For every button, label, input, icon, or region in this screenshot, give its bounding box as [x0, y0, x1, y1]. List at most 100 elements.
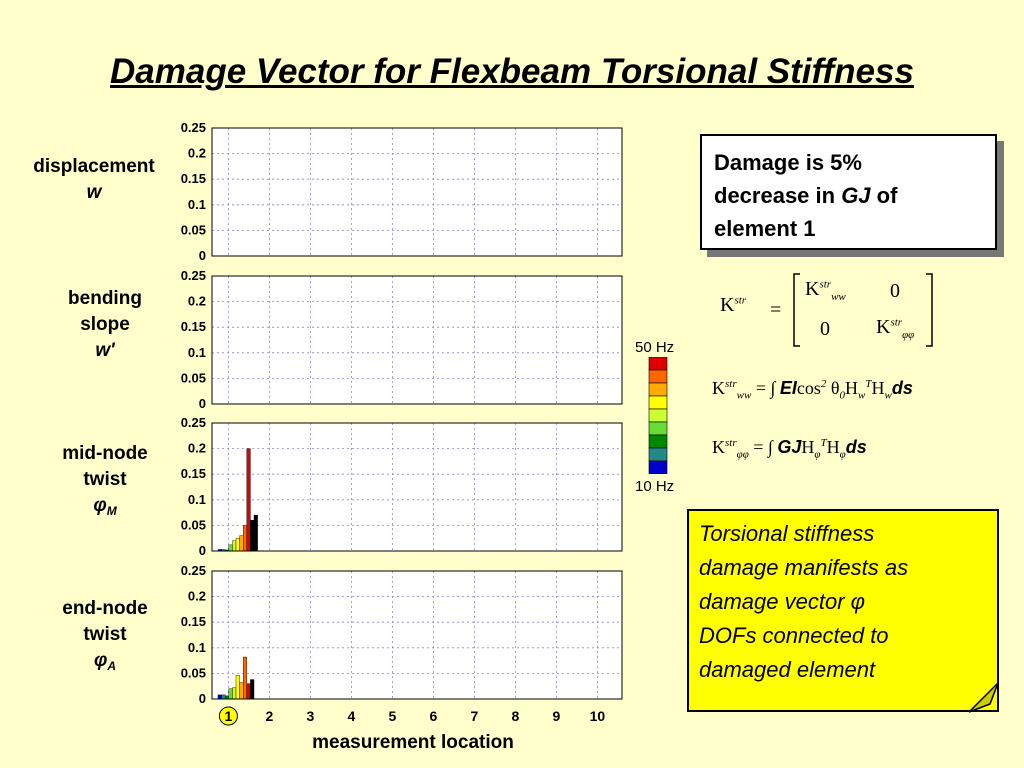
legend-bottom-label: 10 Hz — [635, 478, 675, 495]
panel-background — [212, 571, 622, 699]
x-tick-label: 6 — [430, 708, 438, 724]
row-label-subscript: M — [106, 504, 117, 518]
y-tick-label: 0 — [199, 691, 206, 706]
y-tick-label: 0.15 — [181, 171, 206, 186]
data-bar — [232, 540, 237, 552]
data-bar — [246, 683, 251, 700]
x-tick-label: 10 — [590, 708, 606, 724]
y-tick-label: 0.25 — [181, 268, 206, 283]
slide-title: Damage Vector for Flexbeam Torsional Sti… — [110, 52, 914, 91]
note-line: damage vector φ — [699, 589, 865, 614]
row-label-subscript: A — [107, 659, 117, 673]
x-tick-label: 8 — [512, 708, 520, 724]
y-tick-label: 0 — [199, 396, 206, 411]
y-tick-label: 0.2 — [188, 146, 206, 161]
note-folded-corner — [968, 682, 999, 713]
frequency-legend — [648, 357, 668, 474]
y-tick-label: 0.1 — [188, 345, 206, 360]
note-line: damage manifests as — [699, 555, 909, 580]
row-label-line2: slope — [80, 314, 130, 335]
row-label-line2: twist — [83, 624, 127, 645]
y-tick-label: 0.2 — [188, 589, 206, 604]
k-phiphi-entry: Kstrφφ — [876, 316, 915, 341]
info-line2a: decrease in — [714, 183, 842, 208]
note-line: damaged element — [699, 657, 876, 682]
y-tick-label: 0.1 — [188, 197, 206, 212]
k-ww-entry: Kstrww — [805, 278, 846, 303]
row-label-bending-slope: bending slope w' — [30, 286, 180, 364]
y-tick-label: 0.05 — [181, 222, 206, 237]
data-bar — [217, 694, 222, 700]
x-tick-label: 7 — [471, 708, 479, 724]
y-tick-label: 0.05 — [181, 370, 206, 385]
y-tick-label: 0.15 — [181, 614, 206, 629]
row-label-symbol: w' — [95, 340, 115, 361]
data-bar — [235, 675, 240, 700]
panel-frame — [211, 422, 623, 552]
y-tick-label: 0.2 — [188, 294, 206, 309]
panel-background — [212, 276, 622, 404]
y-tick-label: 0.25 — [181, 415, 206, 430]
equals-sign: = — [770, 299, 782, 321]
kphiphi-integral-equation: Kstrφφ = ∫ GJHφTHφds — [712, 437, 867, 461]
info-line3: element 1 — [714, 216, 816, 241]
row-label-mid-node-twist: mid-node twist φM — [30, 441, 180, 524]
data-bar — [239, 682, 244, 700]
y-tick-label: 0.05 — [181, 517, 206, 532]
panel-frame — [211, 127, 623, 257]
x-tick-label: 2 — [266, 708, 274, 724]
data-bar — [246, 448, 251, 552]
panel-background — [212, 128, 622, 256]
matrix-zero-top: 0 — [890, 280, 900, 302]
data-bar — [228, 688, 233, 700]
x-tick-label: 4 — [348, 708, 356, 724]
data-bar — [228, 544, 233, 552]
data-bar — [250, 679, 255, 700]
note-line: Torsional stiffness — [699, 521, 875, 546]
y-tick-label: 0.1 — [188, 640, 206, 655]
data-bar — [232, 687, 237, 700]
matrix-brackets — [793, 273, 933, 347]
note-line: DOFs connected to — [699, 623, 889, 648]
legend-swatch — [648, 460, 668, 474]
data-bar — [242, 525, 247, 552]
panel-frame — [211, 275, 623, 405]
y-tick-label: 0.1 — [188, 492, 206, 507]
kww-integral-equation: Kstrww = ∫ EIcos2 θ0HwTHwds — [712, 378, 913, 402]
damage-info-box: Damage is 5% decrease in GJ of element 1 — [700, 134, 997, 250]
legend-top-label: 50 Hz — [635, 339, 675, 356]
y-tick-label: 0.15 — [181, 466, 206, 481]
x-tick-label: 1 — [225, 708, 233, 724]
data-bar — [242, 656, 247, 700]
legend-swatch — [648, 369, 668, 384]
chart-area: 00.050.10.150.20.2500.050.10.150.20.2500… — [181, 120, 623, 753]
row-label-symbol: w — [86, 182, 102, 203]
y-tick-label: 0.2 — [188, 441, 206, 456]
data-bar — [235, 538, 240, 552]
y-tick-label: 0 — [199, 248, 206, 263]
x-tick-label: 5 — [389, 708, 397, 724]
legend-swatch — [648, 447, 668, 462]
y-tick-label: 0.15 — [181, 319, 206, 334]
y-tick-label: 0.25 — [181, 563, 206, 578]
y-tick-label: 0.05 — [181, 665, 206, 680]
row-label-line1: mid-node — [62, 443, 148, 464]
row-label-end-node-twist: end-node twist φA — [30, 596, 180, 679]
panel-frame — [211, 570, 623, 700]
note-box: Torsional stiffness damage manifests as … — [687, 509, 999, 712]
x-tick-label: 9 — [553, 708, 561, 724]
y-tick-label: 0.25 — [181, 120, 206, 135]
x-axis-label: measurement location — [312, 732, 514, 753]
info-line2-gj: GJ — [841, 183, 871, 208]
legend-swatch — [648, 357, 668, 371]
legend-swatch — [648, 434, 668, 449]
row-label-line1: bending — [68, 288, 142, 309]
panel-background — [212, 423, 622, 551]
row-label-line2: twist — [83, 469, 127, 490]
k-str-symbol: Kstr — [720, 294, 747, 316]
data-bar — [253, 514, 258, 552]
legend-swatch — [648, 395, 668, 410]
info-line1: Damage is 5% — [714, 150, 862, 175]
row-label-symbol: φ — [93, 650, 108, 671]
legend-swatch — [648, 421, 668, 436]
